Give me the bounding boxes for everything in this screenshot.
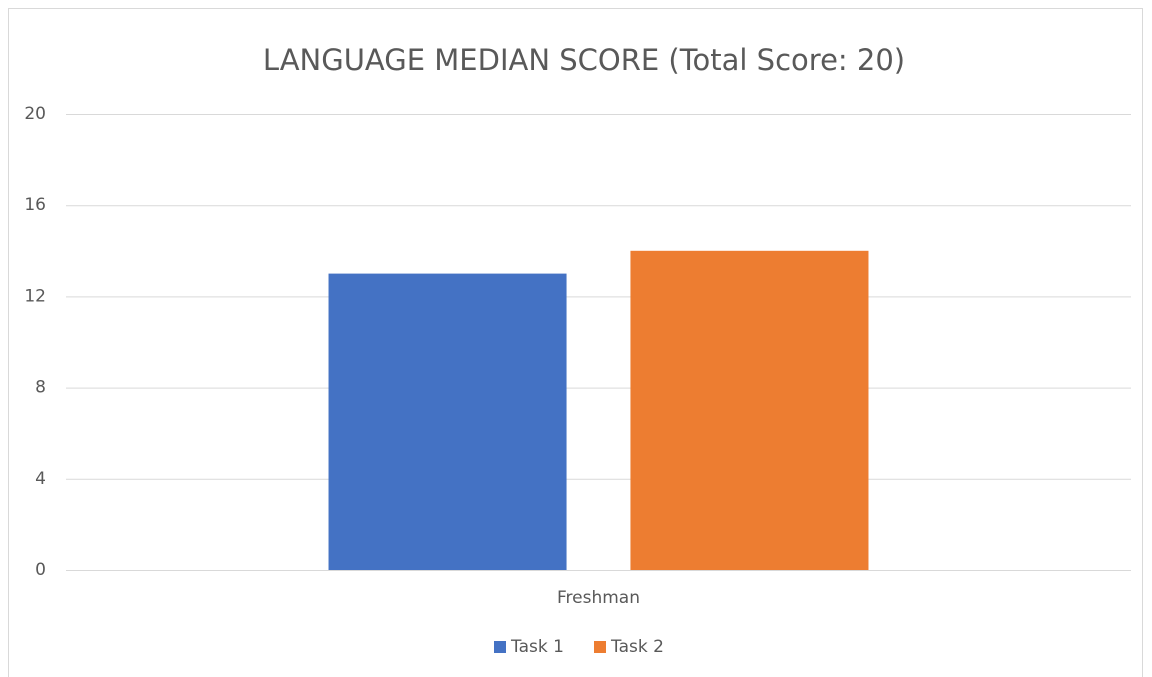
x-tick-label: Freshman <box>557 588 640 608</box>
bar <box>630 250 869 571</box>
chart-border <box>8 8 1143 677</box>
y-tick-label: 16 <box>24 195 46 215</box>
y-tick-label: 8 <box>35 378 46 398</box>
chart-title: LANGUAGE MEDIAN SCORE (Total Score: 20) <box>263 43 905 77</box>
legend-label: Task 1 <box>510 637 564 657</box>
bar <box>328 273 567 570</box>
legend-swatch <box>494 641 506 653</box>
y-tick-label: 20 <box>24 104 46 124</box>
y-tick-label: 0 <box>35 560 46 580</box>
y-tick-label: 4 <box>35 469 46 489</box>
y-tick-label: 12 <box>24 286 46 306</box>
legend-swatch <box>594 641 606 653</box>
legend-label: Task 2 <box>610 637 664 657</box>
